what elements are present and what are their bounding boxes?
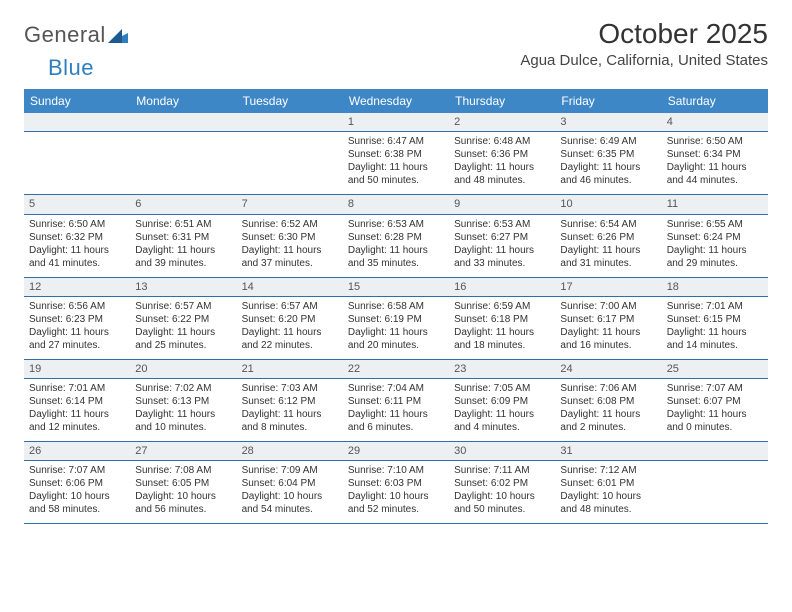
date-cell: 31 — [555, 442, 661, 460]
day-header-sun: Sunday — [24, 89, 130, 113]
info-cell: Sunrise: 7:07 AM Sunset: 6:06 PM Dayligh… — [24, 461, 130, 523]
info-row: Sunrise: 6:50 AM Sunset: 6:32 PM Dayligh… — [24, 215, 768, 278]
date-cell: 9 — [449, 195, 555, 213]
logo-word2: Blue — [48, 55, 94, 80]
date-cell: 11 — [662, 195, 768, 213]
info-cell: Sunrise: 7:06 AM Sunset: 6:08 PM Dayligh… — [555, 379, 661, 441]
date-row: 1234 — [24, 113, 768, 132]
date-row: 567891011 — [24, 195, 768, 214]
day-header-thu: Thursday — [449, 89, 555, 113]
title-block: October 2025 Agua Dulce, California, Uni… — [520, 18, 768, 69]
info-cell: Sunrise: 6:58 AM Sunset: 6:19 PM Dayligh… — [343, 297, 449, 359]
info-cell: Sunrise: 6:50 AM Sunset: 6:32 PM Dayligh… — [24, 215, 130, 277]
day-header-sat: Saturday — [662, 89, 768, 113]
date-cell: 24 — [555, 360, 661, 378]
info-cell — [237, 132, 343, 194]
date-cell: 14 — [237, 278, 343, 296]
date-cell: 10 — [555, 195, 661, 213]
logo: General — [24, 22, 130, 48]
date-cell — [24, 113, 130, 131]
info-cell: Sunrise: 6:51 AM Sunset: 6:31 PM Dayligh… — [130, 215, 236, 277]
day-header-wed: Wednesday — [343, 89, 449, 113]
date-cell: 6 — [130, 195, 236, 213]
info-cell: Sunrise: 6:53 AM Sunset: 6:28 PM Dayligh… — [343, 215, 449, 277]
info-cell: Sunrise: 7:07 AM Sunset: 6:07 PM Dayligh… — [662, 379, 768, 441]
date-cell: 27 — [130, 442, 236, 460]
month-title: October 2025 — [520, 18, 768, 50]
date-row: 12131415161718 — [24, 278, 768, 297]
info-row: Sunrise: 7:07 AM Sunset: 6:06 PM Dayligh… — [24, 461, 768, 524]
info-cell: Sunrise: 7:08 AM Sunset: 6:05 PM Dayligh… — [130, 461, 236, 523]
date-cell: 13 — [130, 278, 236, 296]
date-cell: 4 — [662, 113, 768, 131]
date-cell: 2 — [449, 113, 555, 131]
calendar-page: General October 2025 Agua Dulce, Califor… — [0, 0, 792, 542]
info-cell: Sunrise: 7:01 AM Sunset: 6:15 PM Dayligh… — [662, 297, 768, 359]
info-cell: Sunrise: 7:01 AM Sunset: 6:14 PM Dayligh… — [24, 379, 130, 441]
date-cell: 23 — [449, 360, 555, 378]
info-cell — [24, 132, 130, 194]
date-row: 262728293031 — [24, 442, 768, 461]
date-cell: 19 — [24, 360, 130, 378]
info-row: Sunrise: 7:01 AM Sunset: 6:14 PM Dayligh… — [24, 379, 768, 442]
info-cell: Sunrise: 6:57 AM Sunset: 6:22 PM Dayligh… — [130, 297, 236, 359]
info-cell: Sunrise: 6:48 AM Sunset: 6:36 PM Dayligh… — [449, 132, 555, 194]
date-cell: 21 — [237, 360, 343, 378]
date-cell — [662, 442, 768, 460]
date-cell: 7 — [237, 195, 343, 213]
info-cell: Sunrise: 6:49 AM Sunset: 6:35 PM Dayligh… — [555, 132, 661, 194]
info-cell — [130, 132, 236, 194]
date-cell: 30 — [449, 442, 555, 460]
info-cell: Sunrise: 6:47 AM Sunset: 6:38 PM Dayligh… — [343, 132, 449, 194]
calendar: Sunday Monday Tuesday Wednesday Thursday… — [24, 89, 768, 524]
info-cell: Sunrise: 6:50 AM Sunset: 6:34 PM Dayligh… — [662, 132, 768, 194]
info-cell: Sunrise: 7:11 AM Sunset: 6:02 PM Dayligh… — [449, 461, 555, 523]
logo-word1: General — [24, 22, 106, 48]
info-cell: Sunrise: 7:10 AM Sunset: 6:03 PM Dayligh… — [343, 461, 449, 523]
day-header-fri: Friday — [555, 89, 661, 113]
date-cell: 3 — [555, 113, 661, 131]
info-cell: Sunrise: 6:56 AM Sunset: 6:23 PM Dayligh… — [24, 297, 130, 359]
info-cell: Sunrise: 6:54 AM Sunset: 6:26 PM Dayligh… — [555, 215, 661, 277]
info-cell: Sunrise: 7:12 AM Sunset: 6:01 PM Dayligh… — [555, 461, 661, 523]
date-cell — [130, 113, 236, 131]
location: Agua Dulce, California, United States — [520, 52, 768, 69]
date-cell: 12 — [24, 278, 130, 296]
day-header-row: Sunday Monday Tuesday Wednesday Thursday… — [24, 89, 768, 113]
date-cell: 22 — [343, 360, 449, 378]
info-cell: Sunrise: 7:05 AM Sunset: 6:09 PM Dayligh… — [449, 379, 555, 441]
date-cell: 1 — [343, 113, 449, 131]
date-cell — [237, 113, 343, 131]
date-cell: 15 — [343, 278, 449, 296]
info-cell: Sunrise: 6:59 AM Sunset: 6:18 PM Dayligh… — [449, 297, 555, 359]
date-cell: 16 — [449, 278, 555, 296]
info-cell: Sunrise: 6:57 AM Sunset: 6:20 PM Dayligh… — [237, 297, 343, 359]
triangle-icon — [108, 27, 128, 43]
date-cell: 29 — [343, 442, 449, 460]
info-cell: Sunrise: 7:09 AM Sunset: 6:04 PM Dayligh… — [237, 461, 343, 523]
date-row: 19202122232425 — [24, 360, 768, 379]
date-cell: 8 — [343, 195, 449, 213]
day-header-mon: Monday — [130, 89, 236, 113]
info-cell: Sunrise: 7:00 AM Sunset: 6:17 PM Dayligh… — [555, 297, 661, 359]
date-cell: 20 — [130, 360, 236, 378]
date-cell: 26 — [24, 442, 130, 460]
info-cell — [662, 461, 768, 523]
date-cell: 17 — [555, 278, 661, 296]
info-cell: Sunrise: 7:03 AM Sunset: 6:12 PM Dayligh… — [237, 379, 343, 441]
info-cell: Sunrise: 6:53 AM Sunset: 6:27 PM Dayligh… — [449, 215, 555, 277]
date-cell: 25 — [662, 360, 768, 378]
info-row: Sunrise: 6:56 AM Sunset: 6:23 PM Dayligh… — [24, 297, 768, 360]
info-cell: Sunrise: 7:02 AM Sunset: 6:13 PM Dayligh… — [130, 379, 236, 441]
info-cell: Sunrise: 6:52 AM Sunset: 6:30 PM Dayligh… — [237, 215, 343, 277]
day-header-tue: Tuesday — [237, 89, 343, 113]
info-cell: Sunrise: 6:55 AM Sunset: 6:24 PM Dayligh… — [662, 215, 768, 277]
date-cell: 28 — [237, 442, 343, 460]
info-row: Sunrise: 6:47 AM Sunset: 6:38 PM Dayligh… — [24, 132, 768, 195]
info-cell: Sunrise: 7:04 AM Sunset: 6:11 PM Dayligh… — [343, 379, 449, 441]
weeks-container: 1234Sunrise: 6:47 AM Sunset: 6:38 PM Day… — [24, 113, 768, 524]
date-cell: 18 — [662, 278, 768, 296]
date-cell: 5 — [24, 195, 130, 213]
